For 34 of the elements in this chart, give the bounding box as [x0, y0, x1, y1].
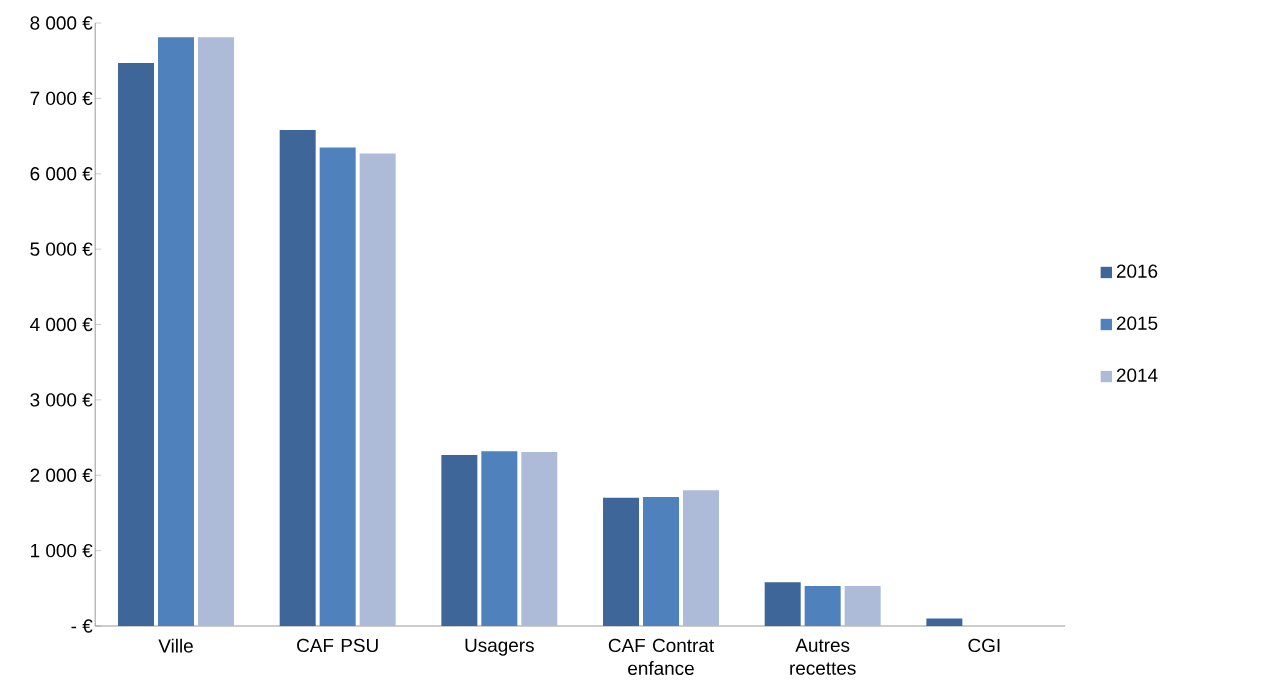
x-tick-label: Autres recettes [790, 638, 856, 675]
bar [926, 618, 963, 626]
bar [197, 37, 234, 626]
y-tick-label: 7 000 € [30, 91, 93, 106]
y-tick-label: 3 000 € [30, 393, 93, 407]
legend-label: 2015 [1116, 316, 1158, 330]
bar [643, 497, 679, 626]
bar [118, 62, 155, 626]
bar [158, 37, 194, 626]
bar [481, 451, 518, 626]
bar [764, 582, 801, 626]
x-tick-label: CAF Contrat enfance [608, 638, 714, 676]
bar [603, 497, 640, 626]
legend-label: 2016 [1116, 264, 1158, 278]
x-tick-label: CGI [968, 638, 1000, 653]
bar [682, 490, 719, 626]
bar [521, 451, 558, 626]
bar [279, 130, 316, 626]
y-tick-label: - € [71, 619, 93, 633]
bar [844, 586, 881, 626]
bar [441, 454, 478, 626]
y-tick-label: 2 000 € [30, 468, 93, 482]
y-tick-label: 6 000 € [30, 167, 93, 181]
bar [804, 586, 841, 626]
y-tick-label: 1 000 € [31, 543, 93, 558]
y-tick-label: 4 000 € [30, 317, 93, 332]
x-tick-label: Ville [158, 638, 193, 653]
bar [359, 153, 396, 626]
x-tick-label: Usagers [465, 638, 534, 656]
bar [319, 147, 356, 626]
legend-label: 2014 [1116, 368, 1158, 382]
x-tick-label: CAF PSU [297, 638, 378, 653]
y-tick-label: 8 000 € [30, 16, 93, 30]
y-tick-label: 5 000 € [30, 242, 93, 256]
